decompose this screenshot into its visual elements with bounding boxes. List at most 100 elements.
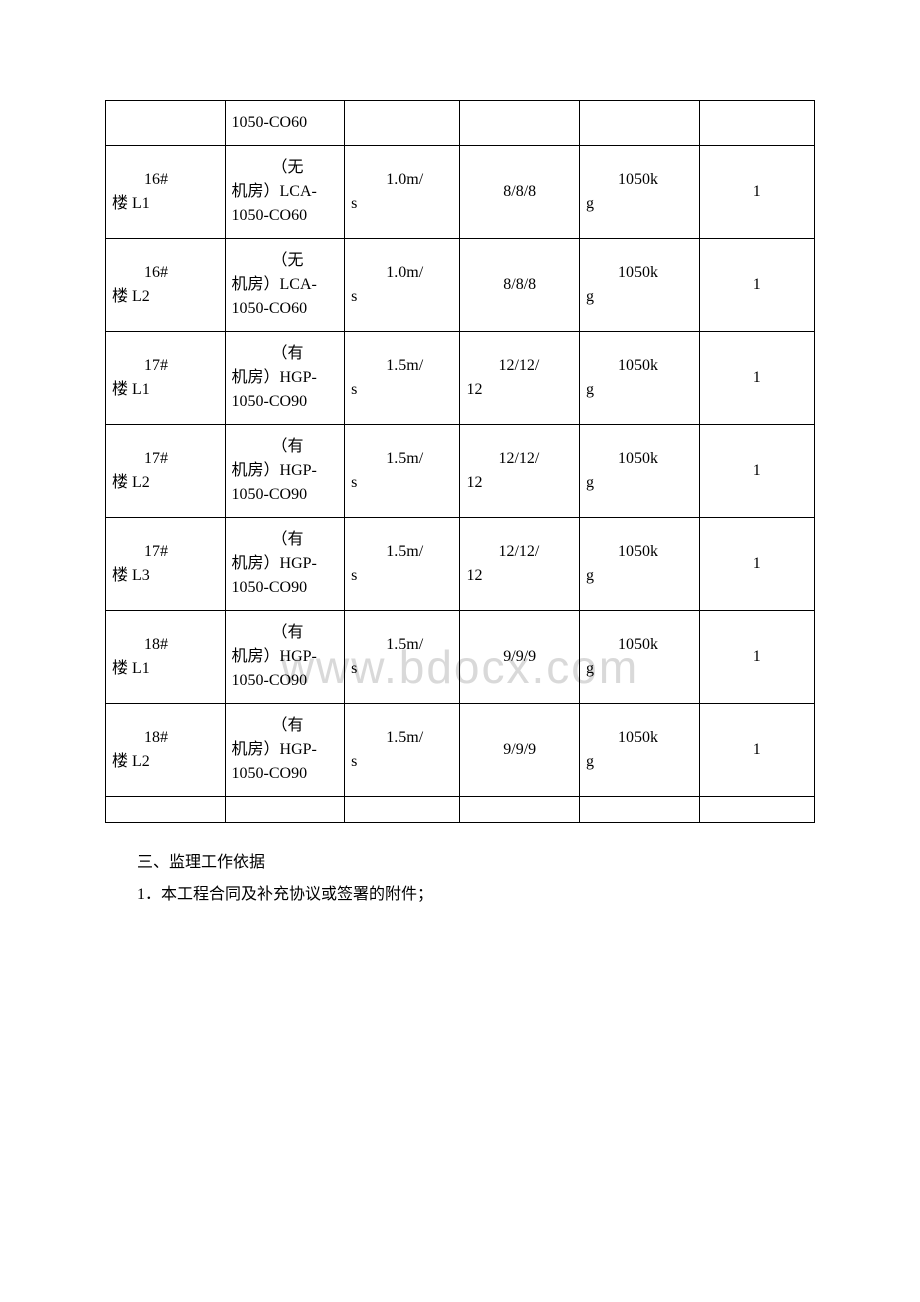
cell-line1: 1050k [586,447,693,471]
cell-model: （有机房）HGP-1050-CO90 [225,518,345,611]
cell-line1: 12/12/ [466,540,573,564]
cell-location: 16#楼 L1 [106,146,226,239]
table-row: 16#楼 L2 （无机房）LCA-1050-CO60 1.0m/s 8/8/8 … [106,239,815,332]
cell-line1: 1050k [586,354,693,378]
cell-line1: （有 [232,435,339,459]
cell-model: （有机房）HGP-1050-CO90 [225,425,345,518]
cell-line1: 12/12/ [466,354,573,378]
cell-line2: 机房）LCA-1050-CO60 [232,276,317,317]
cell-qty: 1 [699,146,814,239]
table-row-empty [106,797,815,823]
cell-speed: 1.5m/s [345,611,460,704]
cell-location [106,101,226,146]
cell-line2: 楼 L1 [112,381,150,398]
cell-load: 1050kg [580,239,700,332]
cell-location: 18# 楼 L2 [106,704,226,797]
cell-location: 18# 楼 L1 [106,611,226,704]
cell-line2: g [586,288,594,305]
cell-qty: 1 [699,425,814,518]
cell-line1: 17# [112,447,219,471]
cell-line2: 楼 L2 [112,474,150,491]
table-row: 17# 楼 L2 （有机房）HGP-1050-CO90 1.5m/s 12/12/… [106,425,815,518]
cell-line2: 楼 L2 [112,753,150,770]
cell-line2: 机房）HGP-1050-CO90 [232,369,317,410]
cell-speed [345,101,460,146]
cell-line1: 12/12/ [466,447,573,471]
cell-empty [580,797,700,823]
cell-model: （有机房）HGP-1050-CO90 [225,332,345,425]
cell-line2: 12 [466,567,482,584]
body-paragraphs: 三、监理工作依据 1．本工程合同及补充协议或签署的附件； [105,847,815,911]
cell-speed: 1.5m/s [345,704,460,797]
cell-qty: 1 [699,518,814,611]
elevator-spec-table: 1050-CO60 16#楼 L1 （无机房）LCA-1050-CO60 1.0… [105,100,815,823]
cell-load: 1050k g [580,704,700,797]
cell-speed: 1.5m/s [345,332,460,425]
cell-line1: 17# [112,540,219,564]
cell-line2: 机房）LCA-1050-CO60 [232,183,317,224]
cell-model: 1050-CO60 [225,101,345,146]
cell-floors [460,101,580,146]
cell-speed: 1.5m/s [345,425,460,518]
table-row: 17#楼 L3 （有机房）HGP-1050-CO90 1.5m/s 12/12/… [106,518,815,611]
cell-line1: （有 [232,714,339,738]
cell-floors: 8/8/8 [460,146,580,239]
cell-speed: 1.0m/s [345,239,460,332]
cell-line2: 12 [466,381,482,398]
cell-line2: g [586,660,594,677]
cell-line1: 16# [112,261,219,285]
cell-empty [106,797,226,823]
cell-line1: （有 [232,342,339,366]
cell-floors: 9/9/9 [460,611,580,704]
cell-line2: 机房）HGP-1050-CO90 [232,555,317,596]
cell-line2: s [351,195,357,212]
cell-line1: 17# [112,354,219,378]
cell-line1: 1050k [586,633,693,657]
cell-line1: （有 [232,528,339,552]
cell-qty: 1 [699,611,814,704]
cell-line2: 楼 L2 [112,288,150,305]
cell-model: （有机房）HGP-1050-CO90 [225,704,345,797]
table-row: 18#楼 L1 （有机房）HGP-1050-CO90 1.5m/s 9/9/9 … [106,611,815,704]
cell-floors: 12/12/12 [460,518,580,611]
table-row: 16#楼 L1 （无机房）LCA-1050-CO60 1.0m/s 8/8/8 … [106,146,815,239]
cell-floors: 8/8/8 [460,239,580,332]
cell-location: 16# 楼 L2 [106,239,226,332]
cell-line2: 机房）HGP-1050-CO90 [232,462,317,503]
cell-line1: 1050k [586,726,693,750]
cell-empty [345,797,460,823]
cell-qty: 1 [699,332,814,425]
cell-load: 1050kg [580,518,700,611]
cell-line1: （无 [232,156,339,180]
cell-line1: 18# [112,726,219,750]
cell-location: 17# 楼 L2 [106,425,226,518]
cell-floors: 12/12/12 [460,332,580,425]
cell-line1: 1.0m/ [351,261,453,285]
cell-load: 1050kg [580,146,700,239]
cell-line2: 12 [466,474,482,491]
cell-line1: 1.5m/ [351,354,453,378]
cell-model: （无机房）LCA-1050-CO60 [225,146,345,239]
cell-line2: g [586,753,594,770]
cell-floors: 12/12/12 [460,425,580,518]
table-row: 18#楼 L2 （有机房）HGP-1050-CO90 1.5m/s 9/9/9 … [106,704,815,797]
cell-line2: g [586,381,594,398]
cell-load: 1050k g [580,611,700,704]
cell-line2: s [351,288,357,305]
cell-line1: 1.5m/ [351,540,453,564]
cell-speed: 1.0m/s [345,146,460,239]
cell-line1: 18# [112,633,219,657]
cell-empty [699,797,814,823]
cell-model: （有机房）HGP-1050-CO90 [225,611,345,704]
cell-line2: 机房）HGP-1050-CO90 [232,648,317,689]
cell-line1: 16# [112,168,219,192]
cell-load: 1050kg [580,425,700,518]
cell-model: （无机房）LCA-1050-CO60 [225,239,345,332]
cell-floors: 9/9/9 [460,704,580,797]
cell-qty: 1 [699,704,814,797]
cell-line2: 楼 L3 [112,567,150,584]
section-heading: 三、监理工作依据 [105,847,815,879]
cell-load [580,101,700,146]
cell-line2: 楼 L1 [112,660,150,677]
cell-qty [699,101,814,146]
